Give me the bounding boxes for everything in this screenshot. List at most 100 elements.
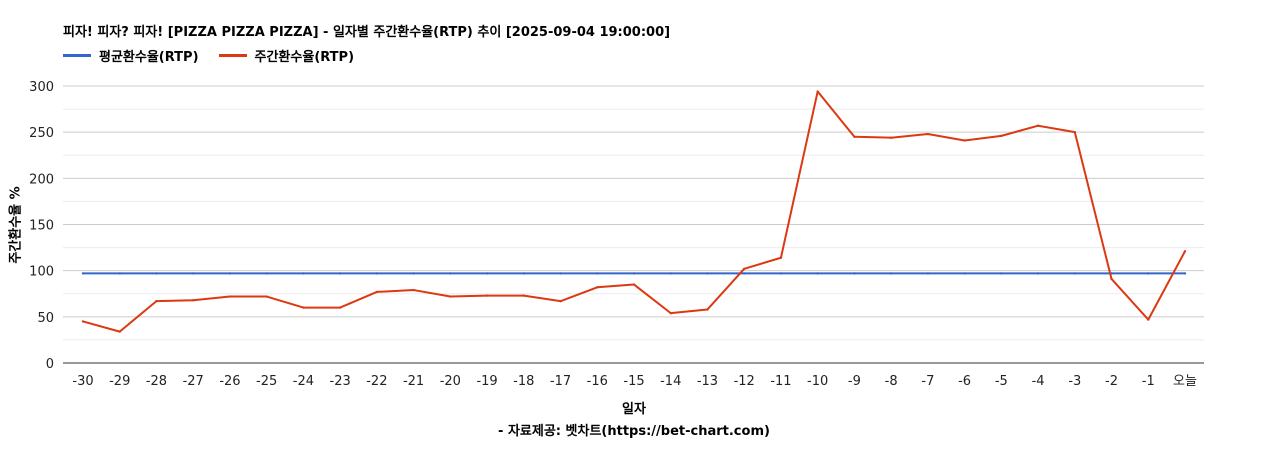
legend-swatch-average: [63, 54, 91, 57]
average-rtp-point: [412, 272, 415, 275]
weekly-rtp-point: [669, 311, 672, 315]
average-rtp-point: [816, 272, 819, 275]
legend-label-average: 평균환수율(RTP): [99, 50, 199, 65]
average-rtp-point: [559, 272, 562, 275]
average-rtp-point: [1036, 272, 1040, 275]
chart-title: 피자! 피자? 피자! [PIZZA PIZZA PIZZA] - 일자별 주간…: [63, 25, 671, 40]
weekly-rtp-point: [926, 132, 930, 136]
weekly-rtp-point: [1000, 134, 1003, 138]
x-tick-label: -29: [109, 374, 130, 389]
average-rtp-point: [632, 272, 636, 275]
average-rtp-point: [1183, 272, 1187, 275]
x-tick-label: -2: [1105, 374, 1118, 389]
y-tick-label: 0: [46, 357, 54, 372]
x-tick-label: -1: [1142, 374, 1155, 389]
x-tick-label: -15: [623, 374, 644, 389]
weekly-rtp-point: [522, 294, 525, 297]
x-axis-label: 일자: [622, 402, 646, 417]
x-tick-label: -10: [807, 374, 828, 389]
weekly-rtp-point: [228, 295, 232, 298]
average-rtp-point: [743, 272, 746, 275]
x-tick-label: -3: [1068, 374, 1081, 389]
weekly-rtp-point: [743, 267, 746, 271]
legend-item-weekly: 주간환수율(RTP): [218, 46, 354, 65]
average-rtp-point: [81, 272, 85, 275]
x-tick-label: -26: [219, 374, 240, 389]
y-tick-label: 150: [29, 219, 54, 234]
x-tick-label: -20: [440, 374, 461, 389]
x-tick-label: -5: [995, 374, 1008, 389]
average-rtp-point: [669, 272, 672, 275]
average-rtp-point: [1073, 272, 1077, 275]
x-tick-label: -23: [330, 374, 351, 389]
x-tick-label: -13: [697, 374, 718, 389]
weekly-rtp-point: [449, 295, 452, 298]
average-rtp-point: [375, 272, 379, 275]
x-tick-label: -21: [403, 374, 424, 389]
weekly-rtp-point: [1147, 318, 1150, 321]
weekly-rtp-point: [889, 136, 893, 139]
x-tick-label: -19: [476, 374, 497, 389]
y-tick-label: 200: [29, 172, 54, 187]
average-rtp-point: [485, 272, 489, 275]
x-tick-label: -30: [72, 374, 93, 389]
x-tick-label: -27: [183, 374, 204, 389]
average-rtp-point: [449, 272, 452, 275]
weekly-rtp-point: [1036, 124, 1040, 127]
weekly-rtp-point: [375, 290, 379, 294]
weekly-rtp-point: [559, 299, 562, 303]
average-rtp-point: [118, 272, 121, 275]
x-tick-label: -25: [256, 374, 277, 389]
weekly-rtp-point: [963, 139, 966, 142]
weekly-rtp-point: [632, 283, 636, 286]
y-tick-label: 100: [29, 265, 54, 280]
y-tick-label: 250: [29, 126, 54, 141]
weekly-rtp-point: [155, 299, 158, 303]
weekly-rtp-point: [1183, 250, 1187, 253]
x-tick-label: -6: [958, 374, 971, 389]
x-tick-label: -24: [293, 374, 314, 389]
weekly-rtp-point: [853, 135, 856, 138]
average-rtp-point: [1000, 272, 1003, 275]
weekly-rtp-point: [485, 294, 489, 297]
weekly-rtp-point: [816, 90, 819, 93]
legend-swatch-weekly: [218, 54, 247, 57]
average-rtp-point: [926, 272, 930, 275]
x-tick-label: -9: [848, 374, 861, 389]
source-note: - 자료제공: 벳차트(https://bet-chart.com): [498, 424, 770, 439]
weekly-rtp-point: [412, 288, 415, 292]
x-tick-label: -7: [921, 374, 934, 389]
average-rtp-point: [596, 272, 599, 275]
weekly-rtp-point: [779, 256, 783, 259]
y-tick-label: 300: [29, 80, 54, 95]
weekly-rtp-point: [706, 308, 709, 311]
y-tick-label: 50: [37, 311, 54, 326]
weekly-rtp-point: [1110, 277, 1113, 281]
average-rtp-point: [192, 272, 195, 275]
average-rtp-point: [779, 272, 783, 275]
x-tick-label: -14: [660, 374, 681, 389]
x-tick-label: -8: [885, 374, 898, 389]
average-rtp-point: [265, 272, 268, 275]
x-tick-label: -22: [366, 374, 387, 389]
weekly-rtp-point: [596, 286, 599, 289]
legend-item-average: 평균환수율(RTP): [63, 46, 199, 65]
average-rtp-point: [853, 272, 856, 275]
x-tick-label: -16: [587, 374, 608, 389]
weekly-rtp-series-line: [82, 90, 1186, 333]
average-rtp-point: [963, 272, 966, 275]
legend: 평균환수율(RTP) 주간환수율(RTP): [63, 46, 354, 65]
average-rtp-point: [706, 272, 709, 275]
average-rtp-point: [338, 272, 342, 275]
x-tick-label: -17: [550, 374, 571, 389]
average-rtp-point: [889, 272, 893, 275]
x-tick-label: -18: [513, 374, 534, 389]
average-rtp-point: [228, 272, 232, 275]
weekly-rtp-point: [265, 295, 268, 298]
average-rtp-point: [522, 272, 525, 275]
average-rtp-point: [302, 272, 305, 275]
average-rtp-point: [1147, 272, 1150, 275]
weekly-rtp-point: [118, 330, 121, 333]
